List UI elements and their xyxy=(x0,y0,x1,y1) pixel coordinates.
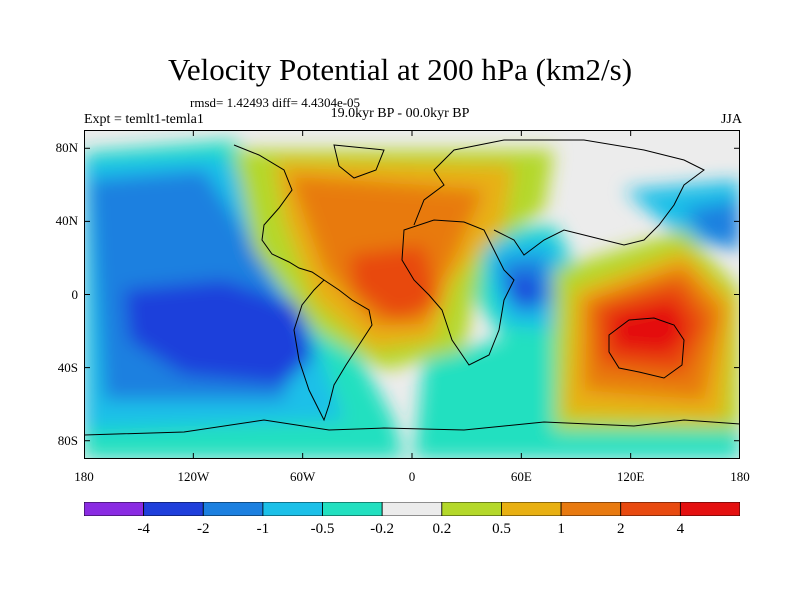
coastline-africa xyxy=(401,219,515,366)
y-tick-label: 40N xyxy=(55,213,78,229)
colorbar-level-label: -0.5 xyxy=(310,521,335,537)
colorbar-level-label: 4 xyxy=(676,521,685,537)
x-tick-label: 0 xyxy=(408,469,416,484)
contour-region xyxy=(684,200,740,250)
velocity-potential-map xyxy=(84,130,740,459)
colorbar-level-label: -0.2 xyxy=(370,521,395,537)
colorbar-level-label: -2 xyxy=(197,521,210,537)
x-tick-label: 60W xyxy=(290,469,316,484)
experiment-label: Expt = temlt1-temla1 xyxy=(84,112,204,127)
x-tick-label: 120W xyxy=(177,469,210,484)
coastline-greenland xyxy=(333,144,385,179)
colorbar-level-label: 2 xyxy=(616,521,625,537)
x-tick-label: 60E xyxy=(510,469,532,484)
coastline-eurasia xyxy=(413,139,705,256)
colorbar-level-label: 0.5 xyxy=(492,521,511,537)
season-label: JJA xyxy=(720,112,742,127)
colorbar-swatch xyxy=(679,502,740,516)
colorbar-swatch xyxy=(560,502,622,516)
map-panel xyxy=(84,130,740,459)
colorbar-level-label: 0.2 xyxy=(432,521,452,537)
y-tick-label: 80N xyxy=(55,140,78,156)
colorbar-swatch xyxy=(501,502,562,516)
chart-title: Velocity Potential at 200 hPa (km2/s) xyxy=(167,52,633,87)
colorbar-swatch xyxy=(381,502,443,516)
coastlines xyxy=(84,139,740,436)
x-tick-label: 180 xyxy=(74,469,94,484)
x-tick-label: 180 xyxy=(730,469,750,484)
y-tick-label: 40S xyxy=(57,359,78,375)
colorbar-swatch xyxy=(620,502,681,516)
coastline-south-america xyxy=(293,279,373,422)
coastline-north-america xyxy=(233,144,325,281)
colorbar-swatch xyxy=(262,502,323,516)
colorbar-swatch xyxy=(322,502,383,516)
y-tick-label: 80S xyxy=(57,432,78,448)
colorbar-swatch xyxy=(441,502,502,516)
contour-region xyxy=(349,245,439,320)
colorbar xyxy=(84,502,740,516)
coastline-australia xyxy=(608,317,685,379)
stats-annotation: rmsd= 1.42493 diff= 4.4304e-05 xyxy=(190,95,361,110)
contour-region xyxy=(609,300,689,355)
colorbar-swatch xyxy=(202,502,264,516)
axis-ticks xyxy=(84,130,740,459)
contour-region xyxy=(124,280,314,385)
coastline-antarctica xyxy=(84,419,740,436)
colorbar-level-label: -1 xyxy=(256,521,270,537)
colorbar-swatch xyxy=(143,502,204,516)
colorbar-level-label: 1 xyxy=(557,521,565,537)
colorbar-level-label: -4 xyxy=(137,521,150,537)
period-label: 19.0kyr BP - 00.0kyr BP xyxy=(330,106,470,121)
x-tick-label: 120E xyxy=(616,469,645,484)
contour-region xyxy=(509,275,539,305)
colorbar-swatch xyxy=(84,502,145,516)
y-tick-label: 0 xyxy=(71,286,79,302)
